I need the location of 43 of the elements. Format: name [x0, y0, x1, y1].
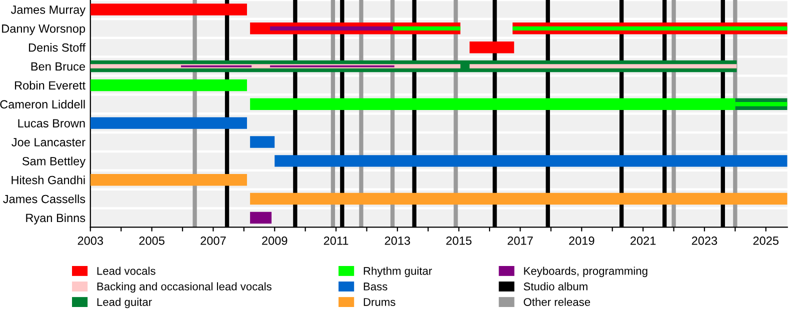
y-tick-label: James Murray: [10, 6, 86, 16]
y-tick-label: Cameron Liddell: [0, 100, 85, 109]
x-tick-label: 2007: [200, 236, 226, 245]
x-tick-label: 2017: [508, 236, 533, 245]
y-tick-label: Danny Worsnop: [2, 24, 86, 36]
y-tick-label: Ryan Binns: [26, 213, 86, 224]
legend-label: Studio album: [524, 282, 588, 290]
bar: [250, 136, 275, 148]
y-tick-label: Ben Bruce: [31, 62, 86, 71]
y-tick-label: Denis Stoff: [28, 43, 86, 52]
bar: [274, 155, 788, 167]
bar: [470, 41, 514, 54]
x-tick-label: 2025: [753, 236, 779, 245]
legend-label: Backing and occasional lead vocals: [97, 282, 272, 293]
y-tick-label: Sam Bettley: [22, 156, 86, 168]
legend-label: Other release: [524, 298, 590, 306]
x-tick-label: 2009: [262, 236, 288, 245]
y-tick-label: Lucas Brown: [18, 119, 85, 128]
legend-label: Drums: [364, 298, 396, 306]
legend-label: Keyboards, programming: [524, 266, 648, 278]
x-tick-label: 2015: [446, 236, 472, 245]
y-tick-label: Joe Lancaster: [12, 138, 86, 146]
y-tick-label: Robin Everett: [14, 80, 86, 90]
legend-label: Lead guitar: [97, 298, 152, 308]
x-tick-label: 2023: [692, 236, 718, 245]
y-tick-label: Hitesh Gandhi: [12, 176, 85, 184]
x-tick-label: 2003: [78, 236, 104, 245]
legend-label: Bass: [364, 282, 388, 290]
bar: [90, 174, 247, 186]
bar: [470, 64, 737, 68]
x-tick-label: 2011: [324, 236, 348, 245]
bar: [512, 26, 788, 30]
x-tick-label: 2013: [384, 236, 410, 245]
bar: [270, 26, 393, 30]
x-tick-label: 2019: [569, 236, 594, 245]
bar: [90, 79, 247, 92]
bar: [90, 4, 247, 16]
x-tick-label: 2005: [139, 236, 164, 245]
y-tick-label: James Cassells: [3, 194, 86, 204]
x-tick-label: 2021: [630, 236, 656, 245]
legend-label: Lead vocals: [97, 266, 156, 275]
bar: [90, 117, 247, 129]
legend-label: Rhythm guitar: [364, 266, 432, 278]
